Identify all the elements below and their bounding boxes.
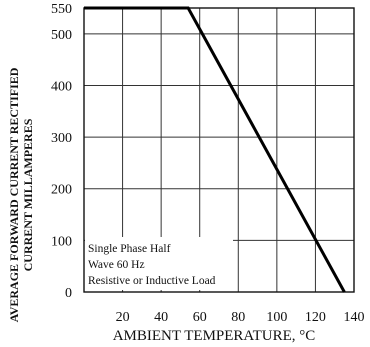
chart-series (84, 6, 346, 293)
annotation-box (85, 237, 233, 290)
annotation-line-2: Wave 60 Hz (88, 259, 145, 271)
chart-annotation: Single Phase Half Wave 60 Hz Resistive o… (85, 237, 233, 290)
y-tick-label: 0 (65, 286, 72, 301)
y-tick-label: 550 (51, 2, 72, 17)
y-tick-label: 400 (51, 79, 72, 94)
y-axis-label-line-2: CURRENT MILLAMPERES (21, 118, 35, 271)
series-line (84, 6, 346, 293)
x-axis-label: AMBIENT TEMPERATURE, °C (113, 328, 316, 344)
x-tick-label: 80 (231, 310, 245, 325)
annotation-line-1: Single Phase Half (88, 243, 171, 255)
x-tick-label: 120 (305, 310, 326, 325)
y-tick-label: 500 (51, 28, 72, 43)
y-tick-label: 100 (51, 234, 72, 249)
chart-ticks: 20 40 60 80 100 120 140 0 100 200 300 400 500 550 (51, 2, 365, 325)
x-tick-label: 20 (116, 310, 130, 325)
y-tick-label: 300 (51, 131, 72, 146)
annotation-line-3: Resistive or Inductive Load (88, 275, 216, 287)
x-tick-label: 100 (266, 310, 287, 325)
x-tick-label: 40 (154, 310, 168, 325)
plot-frame (83, 7, 355, 293)
x-tick-label: 140 (344, 310, 365, 325)
y-tick-label: 200 (51, 183, 72, 198)
x-tick-label: 60 (193, 310, 207, 325)
chart-axes (83, 7, 355, 293)
y-axis-label-line-1: AVERAGE FORWARD CURRENT RECTIFIED (7, 67, 21, 322)
